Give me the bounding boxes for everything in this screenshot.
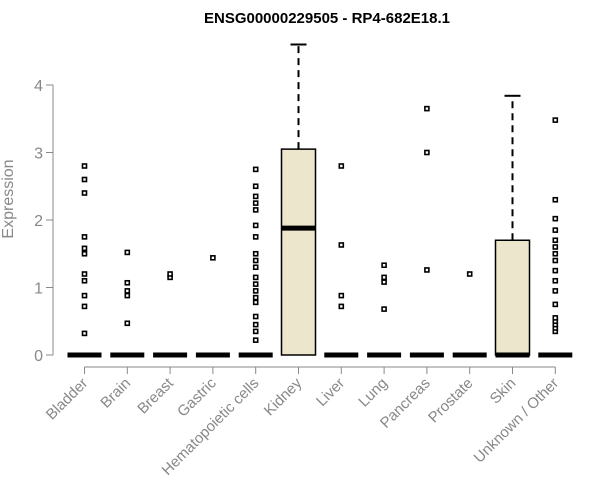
- y-tick-label: 2: [34, 213, 43, 230]
- box-group: [452, 271, 487, 358]
- box-group: [238, 166, 273, 358]
- outlier-point: [552, 288, 559, 294]
- outlier-point: [381, 262, 387, 269]
- outlier-point: [424, 267, 430, 273]
- outlier-point: [552, 257, 559, 264]
- outlier-point: [81, 190, 88, 196]
- x-tick-label: Brain: [97, 375, 134, 412]
- plot-area: [67, 43, 573, 358]
- box: [494, 239, 531, 356]
- box-group: [409, 105, 444, 358]
- outlier-point: [252, 274, 259, 281]
- outlier-point: [210, 255, 216, 261]
- box-group: [538, 117, 573, 358]
- box-group: [280, 43, 317, 356]
- box-group: [367, 262, 402, 358]
- outlier-point: [81, 234, 88, 240]
- outlier-point: [338, 242, 345, 248]
- x-tick-label: Liver: [313, 375, 348, 410]
- outlier-point: [552, 215, 559, 222]
- x-tick-label: Kidney: [261, 374, 306, 419]
- outlier-point: [81, 303, 88, 310]
- outlier-point: [381, 274, 387, 281]
- outlier-point: [552, 237, 559, 244]
- outlier-point: [252, 299, 259, 306]
- outlier-point: [552, 301, 559, 308]
- x-tick-label: Breast: [134, 374, 177, 417]
- outlier-point: [252, 281, 259, 287]
- y-axis-label: Expression: [0, 159, 17, 238]
- outlier-point: [124, 279, 131, 286]
- outlier-point: [552, 250, 559, 257]
- outlier-point: [552, 244, 559, 250]
- outlier-point: [552, 277, 559, 284]
- box-group: [67, 163, 102, 358]
- outlier-point: [252, 294, 259, 301]
- outlier-point: [252, 264, 259, 271]
- outlier-point: [252, 183, 259, 190]
- outlier-point: [552, 267, 559, 274]
- x-tick-label: Prostate: [425, 375, 477, 427]
- outlier-point: [252, 321, 259, 328]
- y-tick-label: 3: [34, 146, 43, 163]
- outlier-point: [252, 313, 259, 320]
- outlier-point: [124, 288, 131, 294]
- outlier-point: [552, 196, 559, 203]
- y-tick-label: 4: [34, 78, 43, 95]
- box-group: [153, 271, 188, 358]
- x-tick-label: Lung: [355, 375, 391, 411]
- outlier-point: [338, 163, 345, 169]
- outlier-point: [252, 288, 259, 294]
- outlier-point: [338, 303, 345, 310]
- outlier-point: [381, 279, 387, 285]
- x-tick-label: Skin: [487, 375, 520, 408]
- outlier-point: [81, 271, 88, 277]
- outlier-point: [252, 200, 259, 206]
- outlier-point: [81, 176, 88, 183]
- outlier-point: [252, 222, 259, 229]
- outlier-point: [81, 245, 88, 252]
- outlier-point: [552, 315, 559, 321]
- outlier-point: [252, 193, 259, 200]
- outlier-point: [81, 292, 88, 299]
- outlier-point: [252, 337, 259, 343]
- outlier-point: [252, 328, 259, 335]
- outlier-point: [81, 250, 88, 257]
- box-group: [494, 94, 531, 358]
- outlier-point: [124, 249, 131, 256]
- outlier-point: [252, 166, 259, 173]
- outlier-point: [424, 149, 430, 156]
- outlier-point: [81, 330, 88, 337]
- chart-title: ENSG00000229505 - RP4-682E18.1: [204, 10, 450, 27]
- outlier-point: [381, 306, 387, 312]
- outlier-point: [424, 105, 430, 112]
- y-tick-label: 1: [34, 281, 43, 298]
- outlier-point: [252, 234, 259, 240]
- outlier-point: [552, 117, 559, 123]
- box-group: [195, 255, 230, 358]
- outlier-point: [252, 250, 259, 257]
- outlier-point: [338, 292, 345, 299]
- outlier-point: [252, 257, 259, 264]
- y-tick-label: 0: [34, 348, 43, 365]
- outlier-point: [466, 271, 473, 277]
- outlier-point: [81, 163, 88, 169]
- x-tick-label: Bladder: [43, 375, 92, 424]
- box-group: [110, 249, 145, 358]
- outlier-point: [167, 271, 173, 277]
- outlier-point: [81, 277, 88, 284]
- outlier-point: [552, 227, 559, 233]
- outlier-point: [252, 207, 259, 213]
- box-group: [324, 163, 359, 358]
- box: [280, 148, 317, 356]
- outlier-point: [124, 320, 131, 327]
- outlier-point: [124, 292, 131, 299]
